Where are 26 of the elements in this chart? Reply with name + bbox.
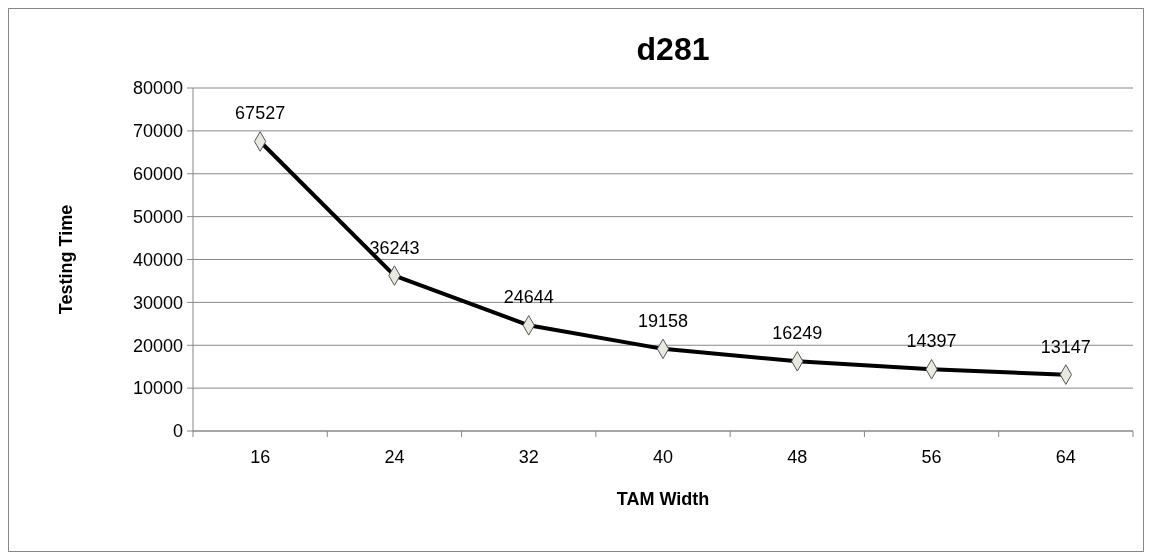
y-tick-label: 40000 xyxy=(132,249,183,270)
data-label: 16249 xyxy=(772,323,823,344)
y-tick-label: 60000 xyxy=(132,164,183,185)
data-label: 19158 xyxy=(637,310,689,331)
data-label: 14397 xyxy=(906,331,957,352)
data-label: 13147 xyxy=(1040,336,1091,357)
x-tick-label: 48 xyxy=(787,447,808,467)
y-tick-label: 50000 xyxy=(132,206,183,227)
x-tick-label: 32 xyxy=(518,447,539,467)
data-label: 67527 xyxy=(235,103,286,124)
y-tick-label: 70000 xyxy=(132,121,183,142)
x-tick-label: 64 xyxy=(1055,447,1076,467)
x-tick-label: 40 xyxy=(652,447,674,467)
x-tick-label: 24 xyxy=(384,447,405,467)
y-tick-label: 10000 xyxy=(132,378,183,399)
y-tick-label: 20000 xyxy=(132,335,183,356)
x-tick-label: 16 xyxy=(250,447,271,467)
data-label: 36243 xyxy=(369,237,420,258)
y-tick-label: 80000 xyxy=(132,78,183,99)
chart-title: d281 xyxy=(636,31,710,67)
y-tick-label: 30000 xyxy=(132,292,183,313)
y-tick-label: 0 xyxy=(172,421,183,442)
x-axis-title: TAM Width xyxy=(616,489,710,509)
y-axis-title: Testing Time xyxy=(56,204,76,315)
x-tick-label: 56 xyxy=(921,447,942,467)
data-label: 24644 xyxy=(503,287,554,308)
